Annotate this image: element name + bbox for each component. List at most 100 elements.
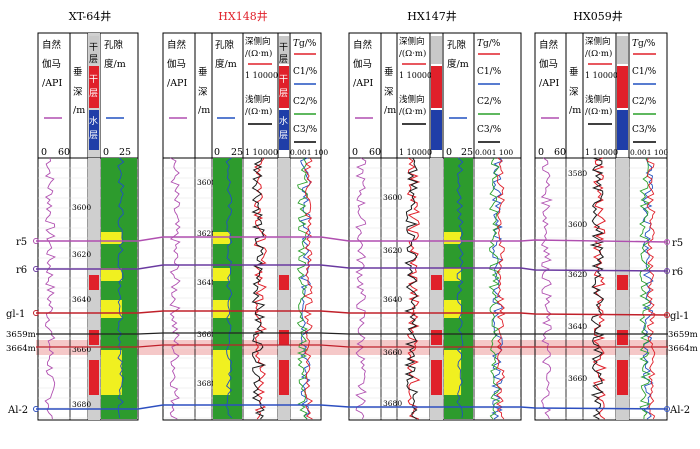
c2-curve [488,157,501,420]
svg-text:垂: 垂 [73,66,83,78]
svg-text:自然: 自然 [539,39,559,51]
svg-text:/API: /API [539,78,559,89]
svg-text:浅侧向: 浅侧向 [585,94,611,105]
svg-text:孔隙: 孔隙 [104,39,124,51]
svg-text:1 10000: 1 10000 [245,71,278,80]
svg-text:深侧向: 深侧向 [585,36,611,47]
svg-text:/m: /m [198,105,210,116]
svg-text:C2/%: C2/% [632,97,657,107]
svg-text:C3/%: C3/% [632,125,657,135]
svg-text:60: 60 [369,147,381,158]
porosity-low [213,300,231,318]
marker-right-3659m: 3659m [668,330,698,340]
svg-text:25: 25 [119,147,131,158]
depth-label: 3640 [72,295,91,304]
svg-text:深侧向: 深侧向 [245,36,271,47]
marker-left-3659m: 3659m [6,330,36,340]
svg-text:Tg/%: Tg/% [632,39,656,49]
depth-label: 3620 [197,229,216,238]
depth-label: 3600 [568,220,587,229]
svg-text:伽马: 伽马 [353,58,372,70]
svg-text:0.001 100: 0.001 100 [630,148,668,157]
porosity-low [213,232,231,244]
shallow-resistivity-curve [589,157,605,420]
porosity-curve [456,157,464,419]
svg-text:干: 干 [279,74,288,85]
svg-text:0: 0 [214,147,220,158]
deep-resistivity-curve [253,157,268,420]
porosity-low [101,232,122,244]
gl1-line [36,310,669,316]
svg-text:0.001 100: 0.001 100 [290,148,328,157]
svg-text:自然: 自然 [167,39,187,51]
svg-text:层: 层 [89,130,98,141]
depth-label: 3640 [383,295,402,304]
log-tracks: 3600 3620 3640 3660 3680 3600 3620 3640 3660 3680… [37,157,668,421]
svg-text:0: 0 [538,147,544,158]
svg-text:Tg/%: Tg/% [477,39,501,49]
porosity-low [101,350,122,395]
marker-right-al2: Al-2 [669,405,690,416]
svg-text:孔隙: 孔隙 [215,39,235,51]
svg-text:度/m: 度/m [104,58,126,70]
svg-text:1 10000: 1 10000 [399,148,432,157]
svg-text:60: 60 [58,147,70,158]
svg-text:深: 深 [73,87,83,98]
svg-text:/(Ω·m): /(Ω·m) [245,48,272,59]
svg-text:水: 水 [89,115,98,127]
3659m-line [36,332,668,335]
depth-label: 3600 [197,178,216,187]
depth-label: 3660 [383,348,402,357]
marker-left-al2: Al-2 [7,405,28,416]
c1-curve [299,157,312,420]
svg-text:干: 干 [279,42,288,53]
dry-layer [431,330,442,345]
svg-text:C3/%: C3/% [477,125,502,135]
marker-left-gl1: gl-1 [6,309,25,320]
svg-text:C1/%: C1/% [632,67,657,77]
svg-text:浅侧向: 浅侧向 [399,94,425,105]
svg-text:干: 干 [89,74,98,85]
dry-layer [431,275,442,290]
svg-text:度/m: 度/m [447,58,469,70]
depth-label: 3620 [568,270,587,279]
svg-text:层: 层 [279,130,288,141]
depth-label: 3640 [197,278,216,287]
al2-line [36,404,669,410]
porosity-low [444,232,462,244]
c1-curve [491,157,504,420]
svg-text:层: 层 [279,88,288,99]
dry-layer [279,275,289,290]
dry-layer [89,330,99,345]
well-title-hx148: HX148井 [218,9,267,23]
dry-layer [617,330,628,345]
svg-text:层: 层 [89,54,98,65]
svg-text:60: 60 [554,147,566,158]
depth-label: 3680 [197,379,216,388]
svg-text:C2/%: C2/% [293,97,318,107]
svg-text:/m: /m [73,105,85,116]
gr-curve [44,157,56,420]
right-markers: r5 r6 gl-1 3659m 3664m Al-2 [664,238,698,416]
svg-text:自然: 自然 [353,39,373,51]
depth-label: 3680 [383,399,402,408]
svg-text:深: 深 [569,87,579,98]
gr-curve [540,157,553,420]
svg-text:/API: /API [167,78,187,89]
depth-label: 3660 [72,345,91,354]
marker-right-gl1: gl-1 [670,311,689,322]
svg-text:层: 层 [89,88,98,99]
svg-text:水: 水 [279,115,288,127]
correlation-lines [36,236,669,410]
r5-line [36,236,669,243]
svg-text:/(Ω·m): /(Ω·m) [399,48,426,59]
svg-text:0: 0 [352,147,358,158]
depth-label: 3660 [568,374,587,383]
porosity-curve [225,157,233,419]
svg-text:伽马: 伽马 [42,58,61,70]
depth-label: 3680 [72,400,91,409]
